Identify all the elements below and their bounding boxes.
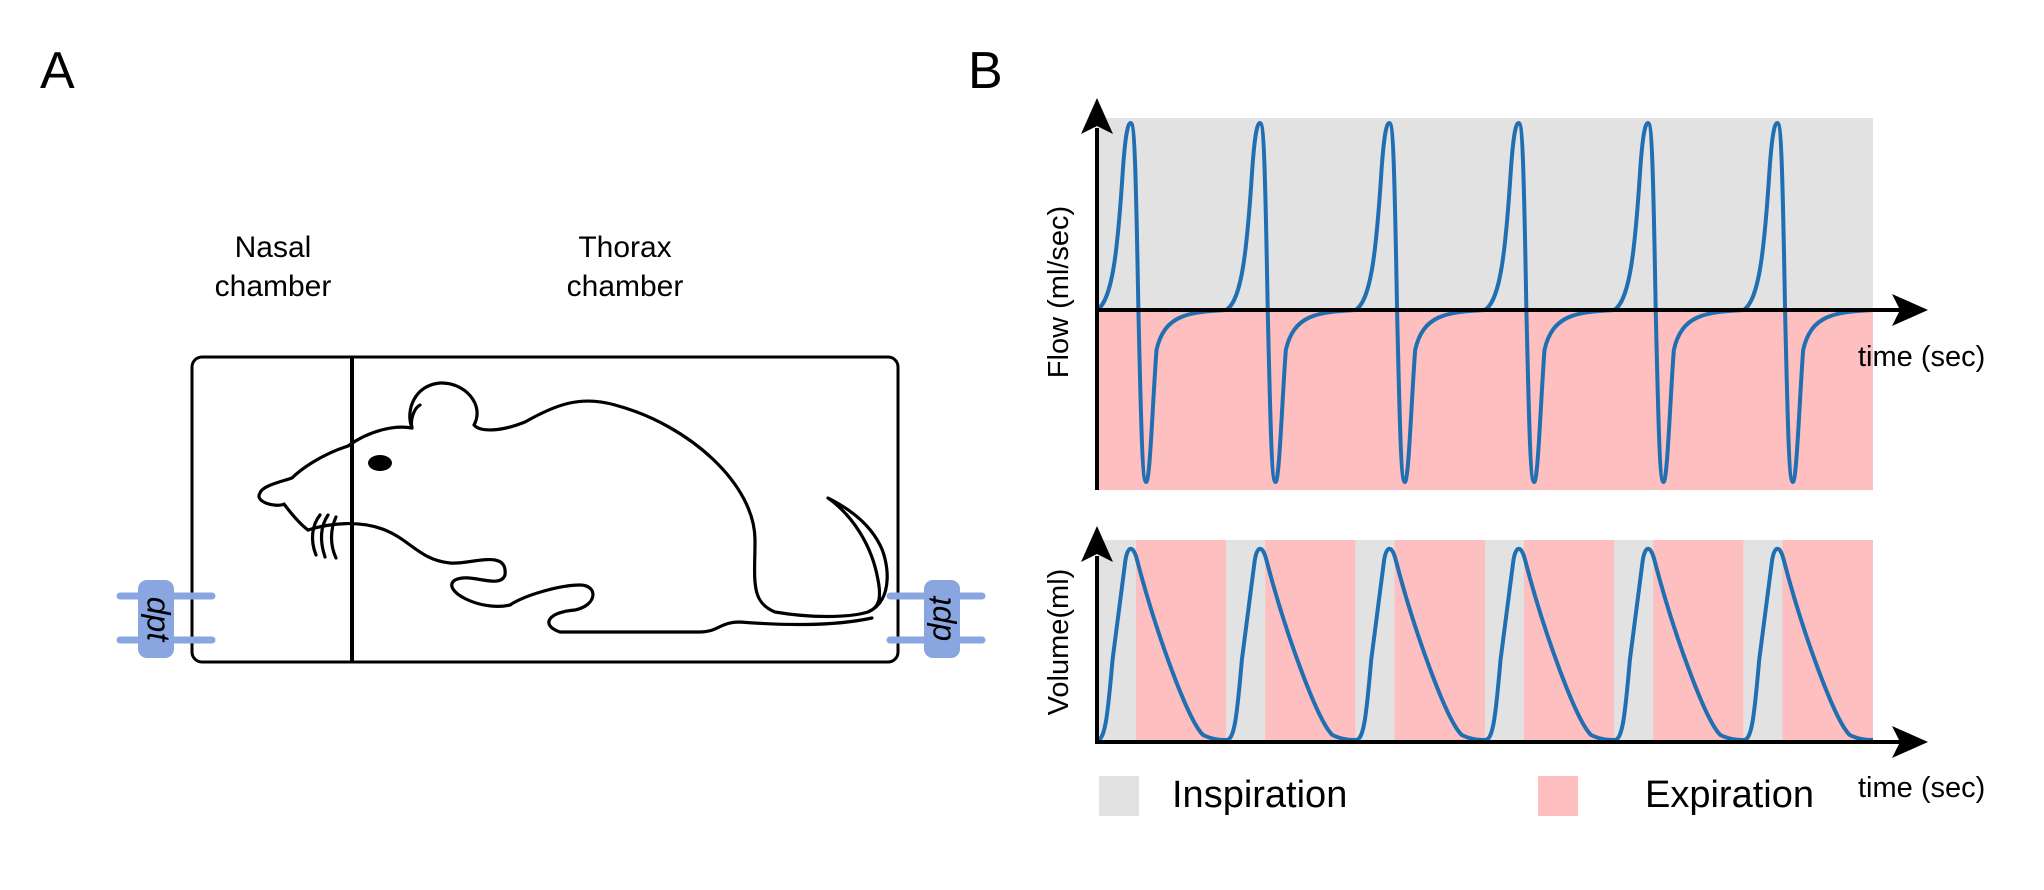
legend: Inspiration Expiration	[1099, 774, 1814, 816]
flow-plot: Flow (ml/sec) time (sec)	[1043, 98, 1985, 490]
flow-x-label: time (sec)	[1858, 341, 1985, 373]
mouse-illustration	[257, 381, 889, 634]
nasal-chamber-label-line1: Nasal	[235, 231, 312, 264]
thorax-chamber-label-line2: chamber	[567, 270, 684, 303]
transducer-left-body	[138, 580, 174, 658]
transducer-left: dpt	[116, 580, 216, 658]
volume-expiration-band	[1782, 540, 1873, 742]
volume-expiration-band	[1265, 540, 1356, 742]
transducer-right-body	[924, 580, 960, 658]
legend-expiration-label: Expiration	[1645, 774, 1814, 816]
volume-expiration-band	[1394, 540, 1485, 742]
volume-y-axis-arrow	[1081, 526, 1113, 562]
transducer-right: dpt	[886, 580, 986, 658]
flow-y-label: Flow (ml/sec)	[1043, 206, 1075, 378]
transducer-left-label: dpt	[141, 597, 177, 643]
volume-plot: Volume(ml) time (sec)	[1043, 526, 1985, 804]
volume-y-label: Volume(ml)	[1043, 569, 1075, 716]
flow-y-axis-arrow	[1081, 98, 1113, 134]
panel-b: B Flow (ml/sec) time (sec) Volume(ml) ti…	[968, 42, 1985, 816]
legend-expiration-swatch	[1538, 776, 1578, 816]
flow-inspiration-region	[1095, 118, 1873, 310]
legend-inspiration-swatch	[1099, 776, 1139, 816]
nasal-chamber-label-line2: chamber	[215, 270, 332, 303]
panel-a-letter: A	[40, 42, 75, 100]
volume-expiration-band	[1653, 540, 1744, 742]
transducer-right-label: dpt	[921, 596, 957, 642]
volume-expiration-band	[1523, 540, 1615, 742]
plethysmograph-chamber	[190, 355, 900, 664]
thorax-chamber-label-line1: Thorax	[578, 231, 671, 264]
panel-b-letter: B	[968, 42, 1003, 100]
volume-x-label: time (sec)	[1858, 772, 1985, 804]
flow-x-axis-arrow	[1892, 294, 1928, 326]
panel-a: A Nasal chamber Thorax chamber	[40, 42, 986, 664]
flow-expiration-region	[1095, 310, 1873, 490]
legend-inspiration-label: Inspiration	[1172, 774, 1347, 816]
volume-expiration-band	[1135, 540, 1227, 742]
volume-x-axis-arrow	[1892, 726, 1928, 758]
volume-phase-bands	[1097, 540, 1873, 742]
